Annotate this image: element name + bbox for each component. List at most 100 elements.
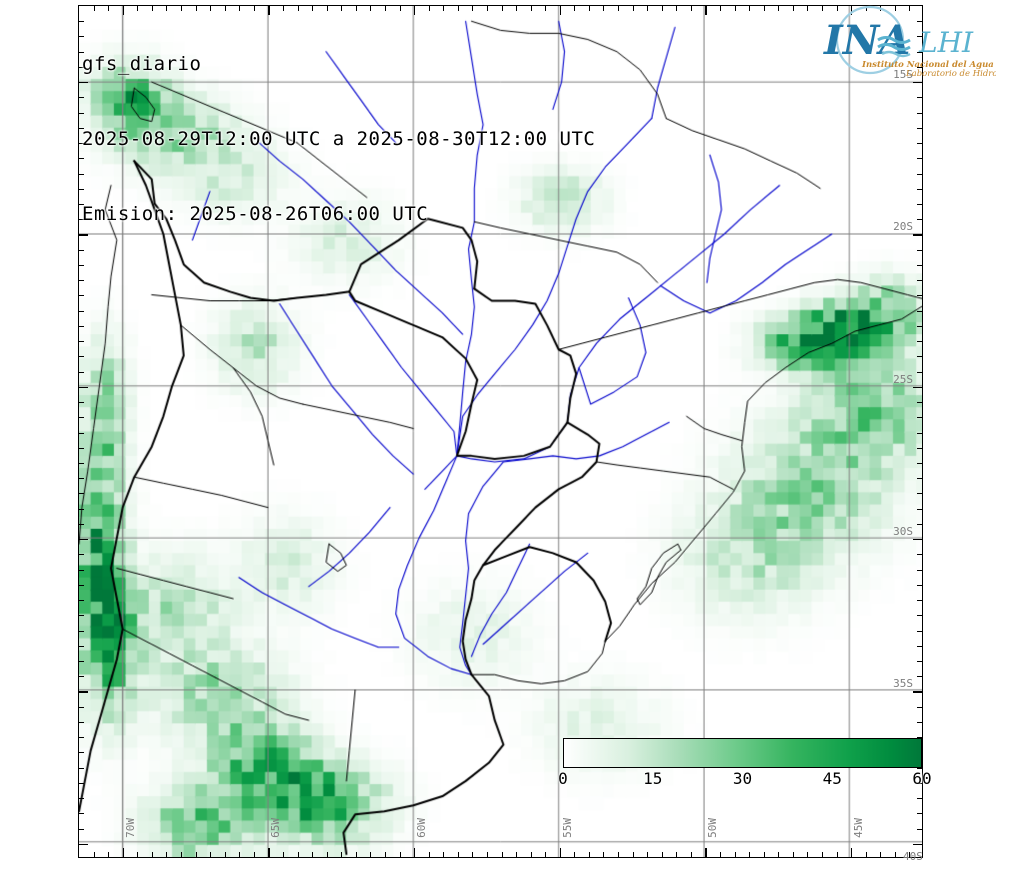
tick-latitude: [79, 21, 84, 23]
tick-longitude: [239, 852, 241, 857]
colorbar-tick-label: 60: [912, 769, 932, 788]
tick-latitude: [917, 325, 922, 327]
tick-latitude: [79, 66, 84, 68]
tick-longitude: [647, 6, 649, 11]
tick-longitude: [676, 852, 678, 857]
tick-latitude: [917, 600, 922, 602]
map-title-block: gfs_diario 2025-08-29T12:00 UTC a 2025-0…: [82, 2, 595, 277]
tick-latitude: [79, 813, 84, 815]
tick-latitude: [79, 767, 84, 769]
tick-latitude: [917, 280, 922, 282]
tick-latitude: [79, 462, 84, 464]
tick-longitude: [457, 852, 459, 857]
tick-latitude: [913, 539, 922, 541]
tick-longitude: [734, 6, 736, 11]
tick-latitude: [79, 828, 84, 830]
tick-longitude: [530, 6, 532, 11]
tick-longitude: [661, 6, 663, 11]
tick-longitude: [428, 852, 430, 857]
tick-latitude: [79, 615, 84, 617]
tick-longitude: [574, 6, 576, 11]
tick-longitude: [763, 852, 765, 857]
tick-latitude: [79, 782, 84, 784]
tick-latitude: [917, 249, 922, 251]
tick-longitude: [880, 852, 882, 857]
tick-longitude: [355, 852, 357, 857]
tick-latitude: [79, 402, 84, 404]
tick-longitude: [749, 6, 751, 11]
colorbar: 0 15 30 45 60: [558, 738, 932, 788]
tick-latitude: [79, 82, 88, 84]
colorbar-tick-label: 15: [643, 769, 663, 788]
logo-wave-icon: [877, 43, 911, 51]
tick-latitude: [79, 204, 84, 206]
tick-longitude: [792, 852, 794, 857]
tick-latitude: [79, 36, 84, 38]
tick-longitude: [516, 6, 518, 11]
tick-latitude: [917, 630, 922, 632]
tick-latitude: [917, 127, 922, 129]
tick-latitude: [917, 660, 922, 662]
tick-longitude: [894, 6, 896, 11]
tick-latitude: [79, 386, 88, 389]
tick-longitude: [720, 6, 722, 11]
tick-longitude: [632, 6, 634, 11]
tick-latitude: [79, 691, 88, 693]
tick-longitude: [151, 852, 153, 857]
tick-latitude: [79, 432, 84, 434]
tick-longitude: [588, 852, 590, 857]
tick-longitude: [661, 852, 663, 857]
tick-latitude: [79, 569, 84, 571]
tick-longitude: [297, 852, 299, 857]
latitude-label: 15S: [893, 68, 913, 82]
tick-longitude: [574, 852, 576, 857]
tick-longitude: [763, 6, 765, 11]
logo-wave-icon: [877, 36, 911, 44]
tick-longitude: [151, 6, 153, 11]
tick-latitude: [917, 66, 922, 68]
tick-longitude: [836, 6, 838, 11]
tick-longitude: [180, 6, 182, 11]
title-valid-period: 2025-08-29T12:00 UTC a 2025-08-30T12:00 …: [82, 128, 596, 150]
tick-longitude: [224, 852, 226, 857]
tick-longitude: [472, 852, 474, 857]
longitude-label: 65W: [269, 818, 283, 838]
tick-latitude: [79, 280, 84, 282]
tick-latitude: [917, 569, 922, 571]
tick-latitude: [79, 234, 88, 236]
tick-latitude: [79, 295, 84, 297]
tick-latitude: [917, 188, 922, 190]
tick-latitude: [79, 173, 84, 175]
tick-latitude: [917, 676, 922, 678]
tick-longitude: [93, 6, 95, 11]
tick-longitude: [122, 6, 124, 15]
tick-longitude: [210, 6, 212, 11]
longitude-label: 45W: [852, 818, 866, 838]
tick-latitude: [79, 356, 84, 358]
tick-longitude: [588, 6, 590, 11]
tick-latitude: [917, 737, 922, 739]
tick-longitude: [486, 852, 488, 857]
tick-latitude: [917, 615, 922, 617]
tick-longitude: [399, 852, 401, 857]
tick-latitude: [917, 341, 922, 343]
tick-latitude: [79, 798, 84, 800]
tick-longitude: [355, 6, 357, 11]
tick-latitude: [79, 219, 84, 221]
tick-latitude: [79, 584, 84, 586]
tick-latitude: [917, 112, 922, 114]
tick-longitude: [341, 852, 343, 857]
tick-latitude: [79, 249, 84, 251]
tick-longitude: [690, 6, 692, 11]
tick-latitude: [917, 204, 922, 206]
tick-latitude: [917, 782, 922, 784]
tick-latitude: [917, 158, 922, 160]
tick-longitude: [632, 852, 634, 857]
tick-latitude: [913, 843, 922, 846]
tick-longitude: [137, 6, 139, 11]
tick-longitude: [180, 852, 182, 857]
tick-latitude: [913, 82, 922, 84]
tick-latitude: [79, 706, 84, 708]
tick-latitude: [79, 630, 84, 632]
